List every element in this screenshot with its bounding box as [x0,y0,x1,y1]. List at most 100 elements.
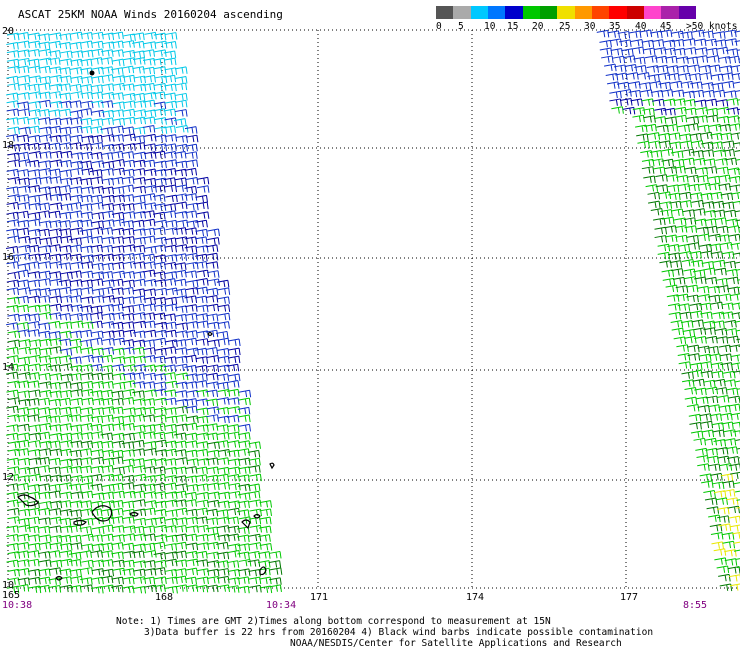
wind-barb [735,219,740,222]
wind-barb [27,58,40,67]
wind-barb [38,160,52,168]
wind-barb [733,541,740,544]
wind-barb [80,296,94,304]
wind-barb [195,507,209,516]
wind-barb [712,209,726,218]
wind-barb [37,465,51,473]
wind-barb [17,423,30,432]
wind-barb [133,483,147,492]
wind-barb [174,559,188,567]
wind-barb [6,483,19,491]
wind-barb [112,567,126,576]
wind-barb [49,432,63,441]
wind-barb [142,381,156,389]
wind-barb [18,159,31,167]
wind-barb [69,237,82,245]
wind-barb [49,542,63,550]
wind-barb [632,107,646,115]
wind-barb [101,168,114,176]
wind-barb [100,389,114,398]
wind-barb [100,227,114,235]
wind-barb [653,47,667,55]
wind-barb [259,576,272,585]
wind-barb [661,269,675,277]
wind-barb [6,50,20,58]
wind-barb [70,167,84,176]
wind-barb [217,516,230,525]
wind-barb [6,201,20,210]
wind-barb [69,372,82,381]
wind-barb [91,262,104,271]
wind-barb [184,337,198,346]
wind-barb [658,81,672,90]
legend-swatch [453,6,471,19]
wind-barb [133,568,146,577]
wind-barb [683,268,696,277]
wind-barb [164,184,178,193]
wind-barb [205,244,219,252]
wind-barb [184,295,198,303]
wind-barb [17,457,31,466]
wind-barb [58,126,72,135]
wind-barb [17,363,30,372]
wind-barb [79,305,93,313]
wind-barb [206,466,219,475]
wind-barb [79,83,93,92]
wind-barb [247,449,261,458]
wind-barb [16,584,30,592]
wind-barb [112,534,125,542]
wind-barb [27,516,40,525]
wind-barb [122,83,135,91]
wind-barb [39,381,52,389]
wind-barb [723,429,737,437]
wind-barb [60,271,73,280]
wind-barb [122,474,135,483]
wind-barb [639,29,653,38]
wind-barb [5,245,19,254]
wind-barb [710,251,724,259]
wind-barb [112,117,126,126]
wind-barb [716,166,729,175]
wind-barb [132,57,146,65]
wind-barb [143,202,157,210]
wind-barb [101,423,115,432]
wind-barb [48,168,61,177]
wind-barb [90,118,104,126]
wind-barb [58,92,72,101]
legend-swatch [539,6,558,19]
wind-barb [628,30,642,39]
wind-barb [101,186,115,195]
wind-barb [733,81,740,84]
wind-barb [249,473,262,482]
wind-barb [626,72,639,80]
wind-barb [28,542,41,551]
wind-barb [69,186,83,194]
wind-barb [641,166,655,174]
wind-barb [184,245,198,253]
wind-barb [661,216,675,225]
wind-barb [48,364,61,372]
wind-barb [606,81,620,89]
wind-barb [80,346,94,355]
wind-barb [206,474,219,483]
wind-barb [174,432,187,441]
wind-barb [81,397,94,406]
wind-barb [121,176,135,184]
lat-label-18: 18 [2,140,15,151]
wind-barb [726,107,739,115]
wind-barb [39,500,52,509]
wind-barb [17,390,31,398]
wind-barb [699,473,713,481]
wind-barb [38,312,52,320]
island-outline [253,513,261,519]
wind-barb [102,219,115,227]
wind-barb [38,287,51,296]
wind-barb [26,525,40,534]
wind-barb [646,65,659,73]
wind-barb [217,312,231,321]
wind-barb [664,55,678,64]
wind-barb [18,235,31,244]
wind-barb [142,320,156,329]
wind-barb [205,398,219,407]
wind-barb [259,543,273,551]
